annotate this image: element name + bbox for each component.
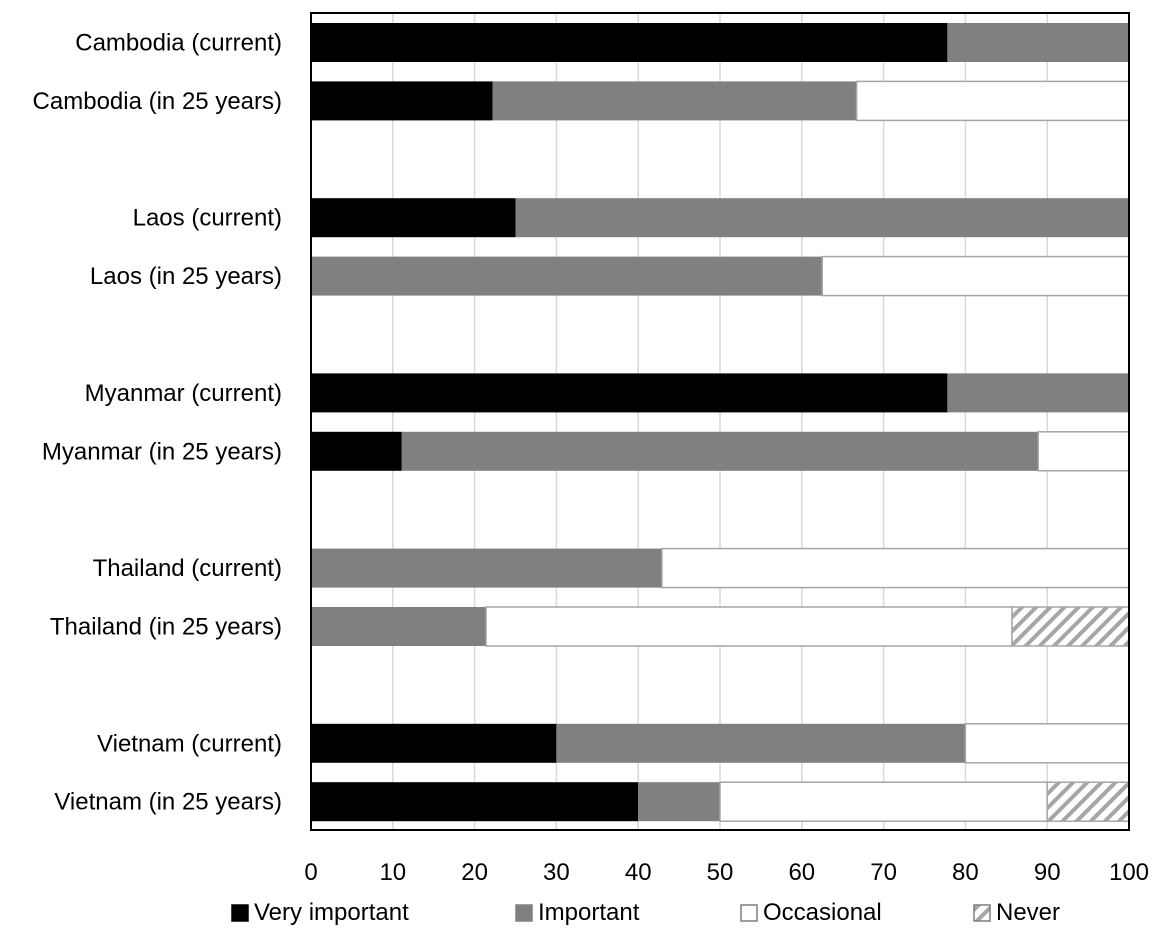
bar-segment-important: [638, 782, 720, 822]
labels: 0 10 20 30 40 50 60 70 80 90 100 Cambodia (current)…: [33, 30, 1149, 887]
plot-frame: [310, 12, 1130, 831]
y-category-label: Myanmar (current): [85, 380, 282, 407]
x-tick-label: 10: [379, 859, 406, 886]
bar-segment-occasional: [1037, 431, 1130, 472]
gridlines: [392, 13, 1048, 830]
bar-segment-never: [1046, 781, 1130, 822]
bar-segment-very-important: [311, 431, 402, 471]
x-tick-label: 90: [1034, 859, 1061, 886]
x-tick-label: 100: [1109, 859, 1149, 886]
bar-segment-occasional: [855, 80, 1130, 122]
y-category-label: Laos (in 25 years): [90, 263, 282, 290]
y-category-label: Cambodia (in 25 years): [33, 88, 282, 115]
legend-swatch-occasional: [740, 904, 758, 922]
bar-segment-important: [947, 373, 1129, 413]
bar-segment-very-important: [311, 198, 516, 238]
legend: Very important Important Occasional Never: [231, 899, 1060, 926]
y-category-label: Laos (current): [133, 205, 282, 232]
x-tick-label: 0: [304, 859, 317, 886]
bar-segment-important: [556, 723, 966, 763]
x-tick-label: 50: [707, 859, 734, 886]
x-tick-label: 70: [870, 859, 897, 886]
x-tick-label: 20: [461, 859, 488, 886]
bar-segment-important: [492, 81, 857, 121]
x-tick-label: 40: [625, 859, 652, 886]
bar-segment-important: [515, 198, 1129, 238]
bar-segment-very-important: [311, 373, 948, 413]
y-category-label: Vietnam (current): [97, 730, 282, 757]
legend-swatch-very-important: [231, 904, 249, 922]
y-category-label: Cambodia (current): [75, 30, 282, 57]
legend-label: Occasional: [763, 899, 882, 926]
bar-segment-important: [311, 256, 823, 296]
bar-segment-important: [311, 607, 487, 646]
bar-segment-occasional: [719, 781, 1048, 822]
bar-segment-important: [311, 548, 662, 588]
legend-label: Very important: [254, 899, 409, 926]
bar-segment-occasional: [485, 606, 1013, 647]
axes: [310, 12, 1130, 831]
bar-segment-very-important: [311, 782, 639, 822]
legend-label: Important: [538, 899, 640, 926]
legend-label: Never: [996, 899, 1060, 926]
bar-segment-occasional: [964, 723, 1130, 764]
y-category-label: Vietnam (in 25 years): [54, 789, 282, 816]
bar-segment-occasional: [661, 547, 1130, 589]
bar-segment-never: [1011, 606, 1130, 647]
y-category-label: Myanmar (in 25 years): [42, 438, 282, 465]
bar-segment-very-important: [311, 723, 557, 763]
bar-segment-important: [401, 431, 1039, 471]
bars: [311, 23, 1130, 822]
bar-segment-important: [947, 23, 1129, 62]
y-category-label: Thailand (current): [93, 555, 282, 582]
x-tick-label: 30: [543, 859, 570, 886]
x-tick-label: 80: [952, 859, 979, 886]
legend-swatch-important: [515, 904, 533, 922]
bar-segment-very-important: [311, 23, 948, 62]
bar-segment-occasional: [821, 255, 1130, 297]
legend-swatch-never: [973, 904, 991, 922]
x-tick-label: 60: [788, 859, 815, 886]
bar-segment-very-important: [311, 81, 493, 121]
y-category-label: Thailand (in 25 years): [50, 614, 282, 641]
